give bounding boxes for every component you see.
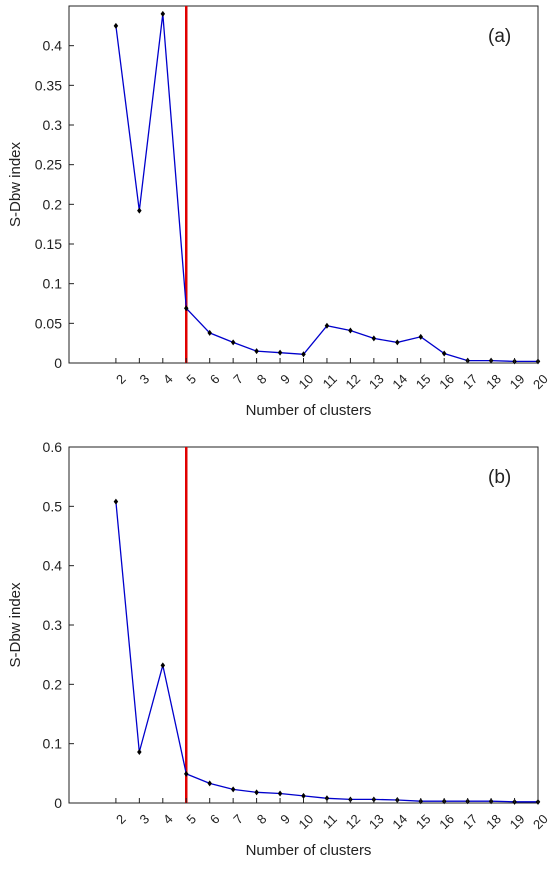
x-tick-label: 8 bbox=[254, 371, 270, 387]
panel-label: (a) bbox=[488, 26, 511, 47]
x-tick-label: 14 bbox=[389, 371, 410, 392]
x-tick-label: 10 bbox=[296, 811, 317, 832]
panel-label: (b) bbox=[488, 467, 511, 488]
series-markers bbox=[113, 10, 541, 365]
data-point bbox=[207, 780, 212, 787]
y-tick-label: 0.4 bbox=[43, 38, 63, 54]
plot-area bbox=[68, 5, 539, 364]
data-point bbox=[301, 792, 306, 799]
data-point bbox=[441, 350, 447, 357]
x-tick-label: 17 bbox=[460, 371, 481, 392]
data-point bbox=[160, 10, 166, 17]
x-tick-label: 10 bbox=[296, 371, 317, 392]
x-tick-label: 18 bbox=[483, 811, 504, 832]
data-point bbox=[254, 348, 259, 355]
x-tick-label: 11 bbox=[320, 371, 340, 391]
x-tick-label: 20 bbox=[530, 371, 550, 392]
x-tick-label: 14 bbox=[389, 811, 410, 832]
series-polyline bbox=[115, 13, 538, 363]
data-point bbox=[184, 305, 189, 312]
data-point bbox=[324, 322, 330, 329]
x-tick-label: 7 bbox=[230, 811, 246, 827]
x-tick-label: 2 bbox=[113, 811, 129, 827]
data-point bbox=[395, 339, 400, 346]
y-axis-label: S-Dbw index bbox=[7, 582, 24, 668]
x-tick-label: 2 bbox=[113, 371, 129, 387]
y-tick-label: 0.3 bbox=[43, 117, 63, 133]
series-markers bbox=[113, 498, 541, 805]
x-tick-label: 5 bbox=[183, 371, 199, 387]
x-tick-label: 16 bbox=[436, 371, 457, 392]
x-tick-label: 3 bbox=[137, 811, 153, 827]
x-tick-label: 16 bbox=[436, 811, 457, 832]
x-tick-label: 19 bbox=[507, 371, 528, 392]
y-tick-label: 0.3 bbox=[43, 617, 63, 633]
y-tick-label: 0.2 bbox=[43, 676, 63, 692]
data-point bbox=[160, 662, 166, 669]
y-tick-label: 0.05 bbox=[35, 315, 62, 331]
y-tick-label: 0.1 bbox=[43, 276, 63, 292]
x-tick-label: 12 bbox=[342, 811, 363, 832]
chart-panel-a: 0 0.05 0.1 0.15 0.2 0.25 0.3 0.35 0.4 2 3 4 5 6 7 8 9 10… bbox=[7, 5, 550, 419]
data-point bbox=[230, 339, 236, 346]
y-tick-label: 0 bbox=[54, 795, 62, 811]
y-axis-ticks: 0 0.1 0.2 0.3 0.4 0.5 0.6 bbox=[43, 439, 74, 811]
data-point bbox=[371, 335, 377, 342]
data-point bbox=[137, 207, 142, 214]
data-point bbox=[137, 748, 142, 755]
data-point bbox=[348, 327, 353, 334]
data-point bbox=[301, 351, 306, 358]
x-tick-label: 6 bbox=[207, 811, 223, 827]
x-tick-label: 19 bbox=[507, 811, 528, 832]
series-line bbox=[115, 13, 538, 363]
x-tick-label: 13 bbox=[366, 371, 387, 392]
x-tick-label: 18 bbox=[483, 371, 504, 392]
y-tick-label: 0.6 bbox=[43, 439, 63, 455]
x-tick-label: 17 bbox=[460, 811, 481, 832]
x-axis-label: Number of clusters bbox=[246, 402, 372, 419]
series-line bbox=[115, 501, 538, 803]
x-tick-label: 9 bbox=[277, 811, 293, 827]
y-tick-label: 0.4 bbox=[43, 558, 63, 574]
x-axis-label: Number of clusters bbox=[246, 842, 372, 859]
y-tick-label: 0.5 bbox=[43, 498, 63, 514]
y-axis-label: S-Dbw index bbox=[7, 141, 24, 227]
y-tick-label: 0.1 bbox=[43, 736, 63, 752]
x-tick-label: 9 bbox=[277, 371, 293, 387]
x-tick-label: 11 bbox=[320, 811, 340, 831]
x-tick-label: 4 bbox=[160, 371, 176, 387]
x-tick-label: 20 bbox=[530, 811, 550, 832]
x-tick-label: 15 bbox=[413, 371, 434, 392]
data-point bbox=[254, 789, 259, 796]
data-point bbox=[230, 786, 236, 793]
x-tick-label: 15 bbox=[413, 811, 434, 832]
x-tick-label: 5 bbox=[183, 811, 199, 827]
x-tick-label: 4 bbox=[160, 811, 176, 827]
x-tick-label: 6 bbox=[207, 371, 223, 387]
x-tick-label: 7 bbox=[230, 371, 246, 387]
data-point bbox=[277, 349, 283, 356]
x-tick-label: 12 bbox=[342, 371, 363, 392]
data-point bbox=[418, 333, 423, 340]
data-point bbox=[277, 790, 283, 797]
data-point bbox=[207, 329, 212, 336]
y-tick-label: 0.35 bbox=[35, 77, 62, 93]
y-tick-label: 0.25 bbox=[35, 157, 62, 173]
y-axis-ticks: 0 0.05 0.1 0.15 0.2 0.25 0.3 0.35 0.4 bbox=[35, 38, 74, 371]
chart-panel-b: 0 0.1 0.2 0.3 0.4 0.5 0.6 2 3 4 5 6 7 8 9 10 11 12 13 14 15… bbox=[7, 439, 550, 859]
data-point bbox=[113, 498, 119, 505]
y-tick-label: 0.2 bbox=[43, 196, 63, 212]
data-point bbox=[113, 22, 119, 29]
x-tick-label: 8 bbox=[254, 811, 270, 827]
data-point bbox=[184, 770, 189, 777]
y-tick-label: 0 bbox=[54, 355, 62, 371]
series-polyline bbox=[115, 501, 538, 803]
y-tick-label: 0.15 bbox=[35, 236, 62, 252]
x-tick-label: 3 bbox=[137, 371, 153, 387]
x-tick-label: 13 bbox=[366, 811, 387, 832]
